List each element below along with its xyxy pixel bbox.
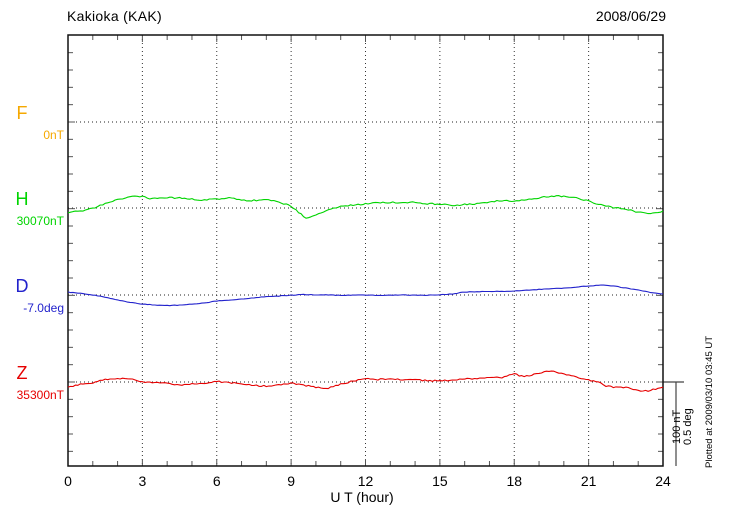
x-tick-label: 9 (287, 473, 296, 489)
component-label-z: Z (16, 363, 28, 383)
component-baseline-h: 30070nT (16, 214, 64, 228)
x-tick-label: 3 (138, 473, 147, 489)
component-label-d: D (15, 276, 29, 296)
component-baseline-z: 35300nT (16, 388, 64, 402)
plot-frame (67, 34, 664, 467)
component-baseline-d: -7.0deg (23, 301, 64, 315)
station-title: Kakioka (KAK) (67, 8, 162, 24)
component-label-f: F (16, 103, 28, 123)
trace-d (67, 284, 664, 307)
plotted-at-note: Plotted at 2009/03/10 03:45 UT (704, 335, 715, 468)
observation-date: 2008/06/29 (595, 8, 666, 24)
x-tick-label: 15 (432, 473, 448, 489)
x-axis-label: U T (hour) (330, 489, 394, 505)
component-baseline-f: 0nT (43, 128, 64, 142)
scale-bar-deg-label: 0.5 deg (682, 408, 694, 445)
x-tick-label: 12 (357, 473, 374, 489)
x-tick-label: 18 (506, 473, 523, 489)
x-tick-label: 21 (580, 473, 597, 489)
x-tick-label: 0 (64, 473, 72, 489)
trace-z (67, 370, 664, 392)
x-tick-label: 6 (212, 473, 221, 489)
x-tick-label: 24 (655, 473, 671, 489)
component-label-h: H (15, 189, 29, 209)
trace-h (67, 195, 664, 219)
